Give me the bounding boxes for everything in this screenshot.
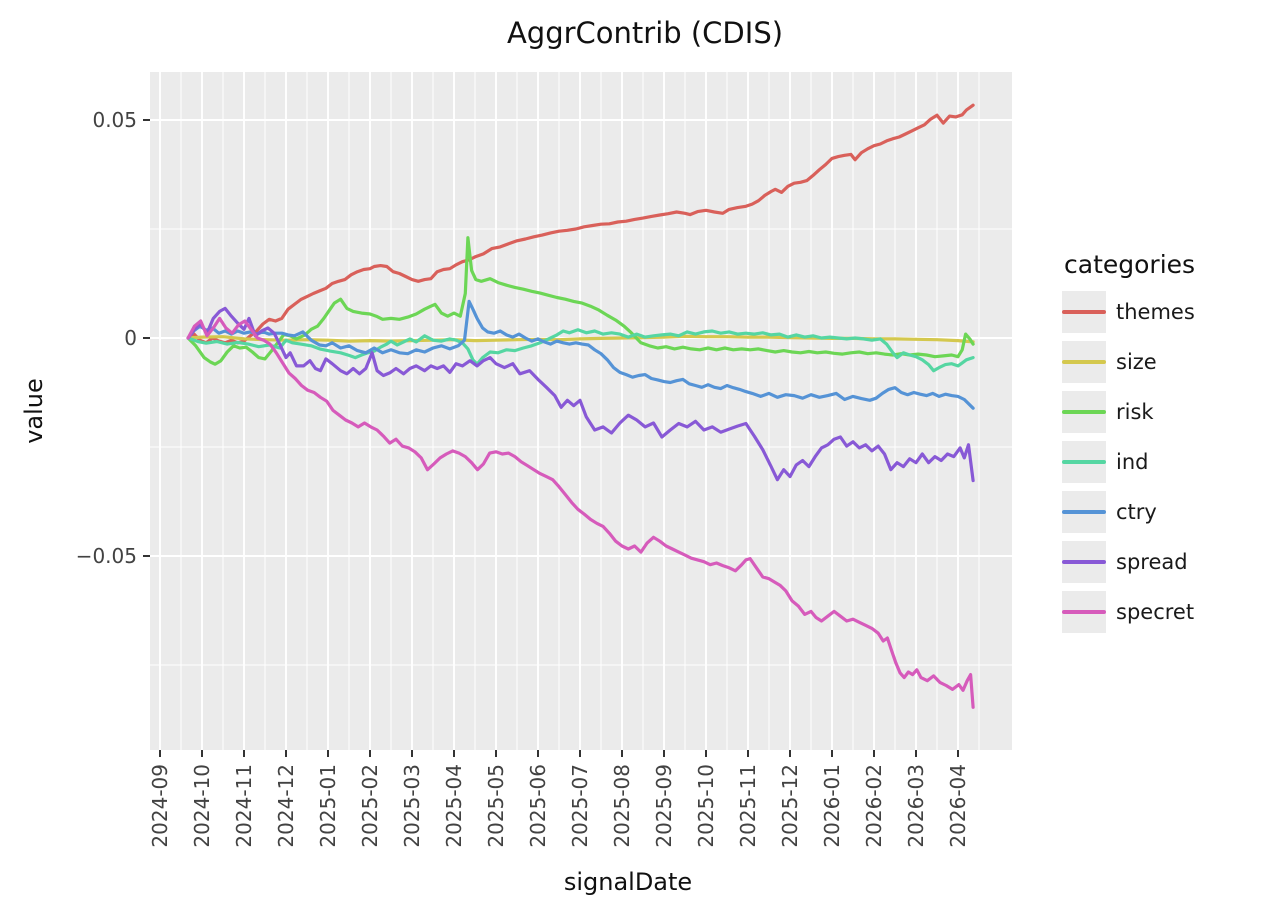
x-tick-label: 2026-01 xyxy=(820,764,844,848)
legend-key-specret xyxy=(1062,591,1106,633)
x-tick-label: 2025-04 xyxy=(442,764,466,848)
legend-item-label: size xyxy=(1116,350,1157,374)
legend-key-themes xyxy=(1062,291,1106,333)
legend-item-themes: themes xyxy=(1062,287,1195,337)
y-tick-label: −0.05 xyxy=(76,544,137,568)
y-tick-label: 0.05 xyxy=(92,108,137,132)
x-tick-label: 2025-09 xyxy=(652,764,676,848)
x-tick-label: 2025-06 xyxy=(526,764,550,848)
legend-key-ind xyxy=(1062,441,1106,483)
legend-line-icon xyxy=(1062,310,1106,314)
tick-marks xyxy=(143,119,959,757)
legend-line-icon xyxy=(1062,560,1106,564)
legend-line-icon xyxy=(1062,360,1106,364)
x-tick-label: 2025-05 xyxy=(484,764,508,848)
x-tick-label: 2025-11 xyxy=(736,764,760,848)
x-tick-label: 2026-03 xyxy=(904,764,928,848)
x-tick-labels: 2024-09 2024-10 2024-11 2024-12 2025-01 2025-… xyxy=(148,764,970,848)
x-tick-label: 2025-12 xyxy=(778,764,802,848)
series-line-spread xyxy=(186,306,975,483)
x-tick-label: 2025-08 xyxy=(610,764,634,848)
legend-item-label: spread xyxy=(1116,550,1188,574)
legend-key-size xyxy=(1062,341,1106,383)
legend-item-label: ind xyxy=(1116,450,1149,474)
x-tick-label: 2025-02 xyxy=(358,764,382,848)
legend-line-icon xyxy=(1062,460,1106,464)
x-tick-label: 2024-10 xyxy=(190,764,214,848)
x-tick-label: 2024-12 xyxy=(274,764,298,848)
series-line-themes xyxy=(186,103,975,345)
legend-line-icon xyxy=(1062,410,1106,414)
legend-key-spread xyxy=(1062,541,1106,583)
x-tick-label: 2024-09 xyxy=(148,764,172,848)
legend-item-label: specret xyxy=(1116,600,1195,624)
chart-title: AggrContrib (CDIS) xyxy=(506,16,784,50)
x-tick-label: 2025-10 xyxy=(694,764,718,848)
legend-item-label: risk xyxy=(1116,400,1154,424)
x-tick-label: 2025-07 xyxy=(568,764,592,848)
y-axis-title: value xyxy=(20,378,48,444)
legend-item-ind: ind xyxy=(1062,437,1195,487)
legend-item-label: ctry xyxy=(1116,500,1157,524)
minor-gridlines xyxy=(150,72,1012,750)
x-tick-label: 2026-04 xyxy=(946,764,970,848)
x-tick-label: 2024-11 xyxy=(232,764,256,848)
x-tick-label: 2025-01 xyxy=(316,764,340,848)
x-axis-title: signalDate xyxy=(563,868,693,896)
legend: categories themes size risk ind ctry spread sp… xyxy=(1062,250,1195,637)
legend-line-icon xyxy=(1062,610,1106,614)
x-tick-label: 2025-03 xyxy=(400,764,424,848)
legend-line-icon xyxy=(1062,510,1106,514)
legend-key-risk xyxy=(1062,391,1106,433)
legend-items: themes size risk ind ctry spread specret xyxy=(1062,287,1195,637)
legend-title: categories xyxy=(1064,250,1196,279)
legend-key-ctry xyxy=(1062,491,1106,533)
legend-item-size: size xyxy=(1062,337,1195,387)
series-line-ind xyxy=(186,328,975,373)
y-tick-labels: 0.05 0 −0.05 xyxy=(76,108,137,568)
legend-item-label: themes xyxy=(1116,300,1195,324)
legend-item-spread: spread xyxy=(1062,537,1195,587)
y-tick-label: 0 xyxy=(124,326,137,350)
legend-item-ctry: ctry xyxy=(1062,487,1195,537)
panel-background xyxy=(150,72,1012,750)
series-line-ctry xyxy=(186,299,975,410)
legend-item-specret: specret xyxy=(1062,587,1195,637)
series-line-specret xyxy=(186,316,975,709)
x-tick-label: 2026-02 xyxy=(862,764,886,848)
legend-item-risk: risk xyxy=(1062,387,1195,437)
